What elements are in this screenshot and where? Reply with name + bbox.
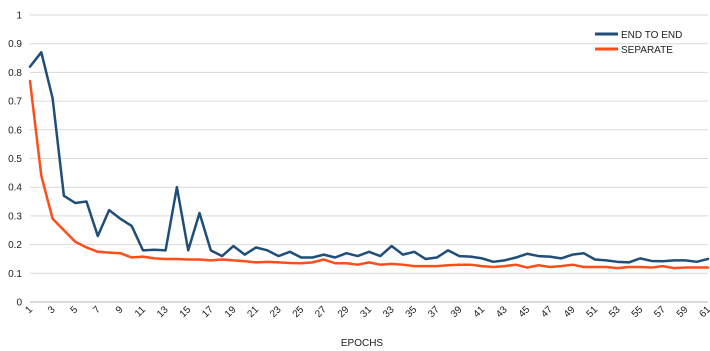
x-tick-label: 3 bbox=[46, 304, 58, 316]
x-tick-label: 11 bbox=[133, 304, 148, 319]
x-tick-label: 49 bbox=[562, 304, 578, 320]
y-tick-label: 0.9 bbox=[8, 39, 22, 50]
x-tick-label: 19 bbox=[223, 304, 239, 320]
y-tick-label: 0.5 bbox=[8, 154, 22, 165]
x-tick-label: 59 bbox=[675, 304, 691, 320]
y-tick-label: 0.1 bbox=[8, 269, 22, 280]
x-tick-label: 43 bbox=[494, 304, 510, 320]
legend-label-end-to-end: END TO END bbox=[621, 30, 682, 41]
x-tick-label: 33 bbox=[381, 304, 397, 320]
x-tick-label: 17 bbox=[200, 304, 216, 320]
x-tick-label: 15 bbox=[178, 304, 194, 320]
x-tick-label: 39 bbox=[449, 304, 465, 320]
x-tick-label: 41 bbox=[471, 304, 487, 320]
y-axis-ticks: 0 0.1 0.2 0.3 0.4 0.5 0.6 0.7 0.8 0.9 1 bbox=[8, 11, 22, 309]
y-tick-label: 0.3 bbox=[8, 211, 22, 222]
x-tick-label: 13 bbox=[155, 304, 171, 320]
x-tick-label: 55 bbox=[630, 304, 646, 320]
x-tick-label: 29 bbox=[336, 304, 352, 320]
grid-lines bbox=[30, 14, 708, 303]
x-tick-label: 57 bbox=[652, 304, 668, 320]
series-line-separate bbox=[28, 79, 710, 270]
y-tick-label: 0 bbox=[16, 298, 22, 309]
y-tick-label: 0.6 bbox=[8, 125, 22, 136]
x-tick-label: 27 bbox=[313, 304, 329, 320]
x-tick-label: 9 bbox=[114, 304, 126, 316]
x-tick-label: 5 bbox=[69, 304, 81, 316]
x-tick-label: 45 bbox=[517, 304, 533, 320]
series-line-end-to-end bbox=[28, 51, 710, 264]
x-tick-label: 47 bbox=[539, 304, 555, 320]
y-tick-label: 0.8 bbox=[8, 68, 22, 79]
series-lines bbox=[28, 51, 710, 270]
x-tick-label: 31 bbox=[358, 304, 374, 320]
x-tick-label: 25 bbox=[291, 304, 307, 320]
x-tick-label: 35 bbox=[404, 304, 420, 320]
x-tick-label: 7 bbox=[91, 304, 103, 316]
legend-label-separate: SEPARATE bbox=[621, 45, 673, 56]
x-tick-label: 23 bbox=[268, 304, 284, 320]
x-tick-label: 61 bbox=[697, 304, 710, 320]
x-tick-label: 51 bbox=[584, 304, 600, 320]
y-tick-label: 0.4 bbox=[8, 183, 22, 194]
x-tick-label: 21 bbox=[245, 304, 261, 320]
x-tick-label: 53 bbox=[607, 304, 623, 320]
y-tick-label: 0.7 bbox=[8, 97, 22, 108]
x-tick-label: 1 bbox=[23, 304, 35, 316]
y-tick-label: 1 bbox=[16, 11, 22, 22]
x-tick-label: 37 bbox=[426, 304, 442, 320]
x-axis-title: EPOCHS bbox=[341, 338, 384, 349]
x-axis-ticks: 1 3 5 7 9 11 13 15 17 19 21 23 25 27 29 31 33 35 37 39 41 43 4… bbox=[23, 304, 710, 320]
y-tick-label: 0.2 bbox=[8, 240, 22, 251]
legend: END TO END SEPARATE bbox=[595, 30, 682, 56]
